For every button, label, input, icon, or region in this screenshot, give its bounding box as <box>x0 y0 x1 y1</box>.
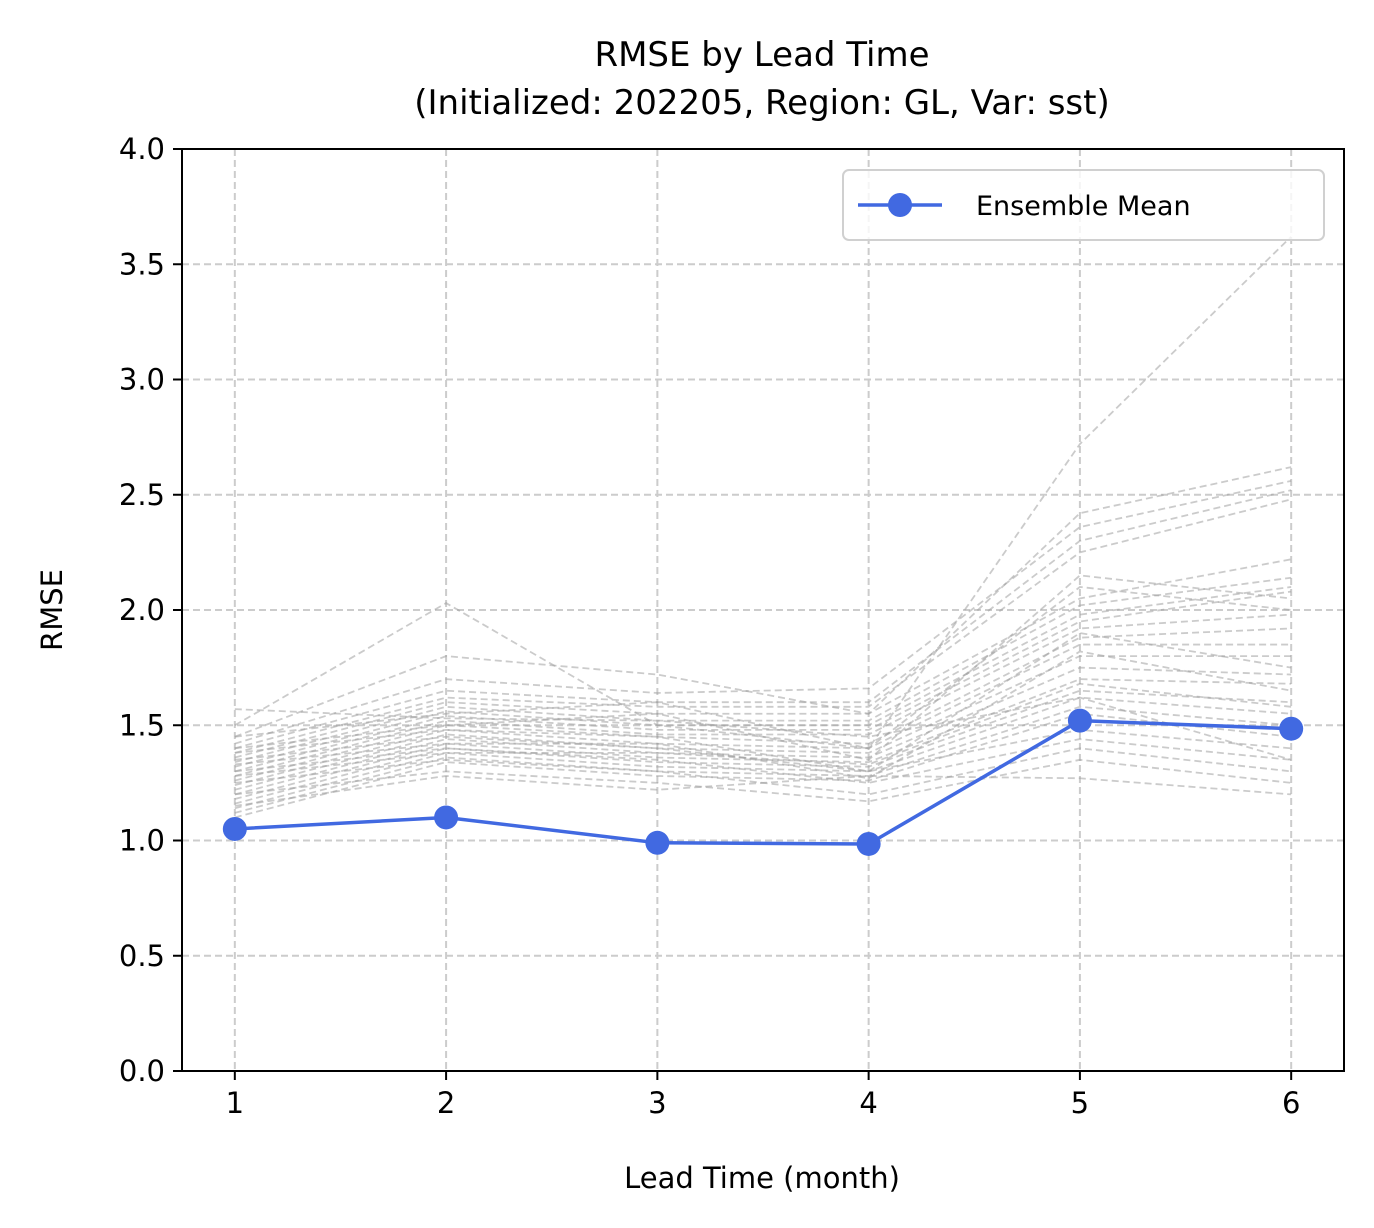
x-tick-label-1: 1 <box>226 1086 244 1120</box>
y-tick-label-7: 3.0 <box>119 363 165 397</box>
member-line-1 <box>234 696 1292 761</box>
ensemble-members <box>234 235 1292 819</box>
member-line-24 <box>234 758 1292 803</box>
member-line-15 <box>234 666 1292 796</box>
chart-title: RMSE by Lead Time <box>594 35 929 75</box>
x-axis-label: Lead Time (month) <box>624 1161 900 1195</box>
member-line-26 <box>234 586 1292 750</box>
y-axis-label: RMSE <box>35 569 69 651</box>
grid-layer <box>182 148 1344 1072</box>
x-tick-label-5: 5 <box>1071 1086 1089 1120</box>
data-point-3 <box>645 830 670 855</box>
member-line-2 <box>234 235 1292 750</box>
y-tick-label-5: 2.0 <box>119 593 165 627</box>
member-line-13 <box>234 643 1292 787</box>
plot-frame <box>181 148 1345 1072</box>
member-line-22 <box>234 738 1292 784</box>
series-line-ensemble-mean <box>234 718 1292 846</box>
member-line-19 <box>234 705 1292 814</box>
x-axis-ticks: 1 2 3 4 5 6 <box>226 1071 1300 1120</box>
chart-subtitle: (Initialized: 202205, Region: GL, Var: s… <box>414 83 1110 123</box>
y-tick-label-4: 1.5 <box>119 708 165 742</box>
member-line-3 <box>234 466 1292 738</box>
legend-marker-swatch <box>888 193 912 217</box>
y-tick-label-1: 0.0 <box>119 1054 165 1088</box>
member-line-29 <box>234 650 1292 780</box>
y-tick-label-6: 2.5 <box>119 478 165 512</box>
member-line-6 <box>234 498 1292 754</box>
member-line-4 <box>234 480 1292 745</box>
y-tick-label-2: 0.5 <box>119 939 165 973</box>
member-line-9 <box>234 586 1292 768</box>
legend-box <box>842 169 1325 241</box>
y-tick-label-9: 4.0 <box>119 132 165 166</box>
member-line-10 <box>234 590 1292 773</box>
member-line-17 <box>234 689 1292 805</box>
x-tick-label-4: 4 <box>859 1086 877 1120</box>
data-point-2 <box>434 805 459 830</box>
member-line-21 <box>234 728 1292 773</box>
member-line-25 <box>234 775 1292 807</box>
member-line-28 <box>234 632 1292 773</box>
legend: Ensemble Mean <box>842 169 1325 241</box>
y-axis-ticks: 0.0 0.5 1.0 1.5 2.0 2.5 3.0 3.5 4.0 <box>119 132 182 1088</box>
data-point-4 <box>856 831 881 856</box>
y-tick-label-8: 3.5 <box>119 247 165 281</box>
member-line-12 <box>234 627 1292 782</box>
x-tick-label-2: 2 <box>437 1086 455 1120</box>
legend-label-ensemble-mean: Ensemble Mean <box>976 191 1191 222</box>
data-point-1 <box>222 816 247 841</box>
member-line-8 <box>234 576 1292 764</box>
x-tick-label-3: 3 <box>648 1086 666 1120</box>
member-line-18 <box>234 696 1292 810</box>
ensemble-mean-series <box>222 708 1304 856</box>
x-tick-label-6: 6 <box>1282 1086 1300 1120</box>
member-line-7 <box>234 558 1292 759</box>
data-point-6 <box>1279 716 1304 741</box>
member-line-16 <box>234 678 1292 800</box>
member-line-20 <box>234 712 1292 819</box>
member-line-27 <box>234 574 1292 761</box>
member-line-30 <box>234 682 1292 777</box>
data-point-5 <box>1067 708 1092 733</box>
member-line-5 <box>234 489 1292 750</box>
y-tick-label-3: 1.0 <box>119 824 165 858</box>
member-line-14 <box>234 655 1292 791</box>
